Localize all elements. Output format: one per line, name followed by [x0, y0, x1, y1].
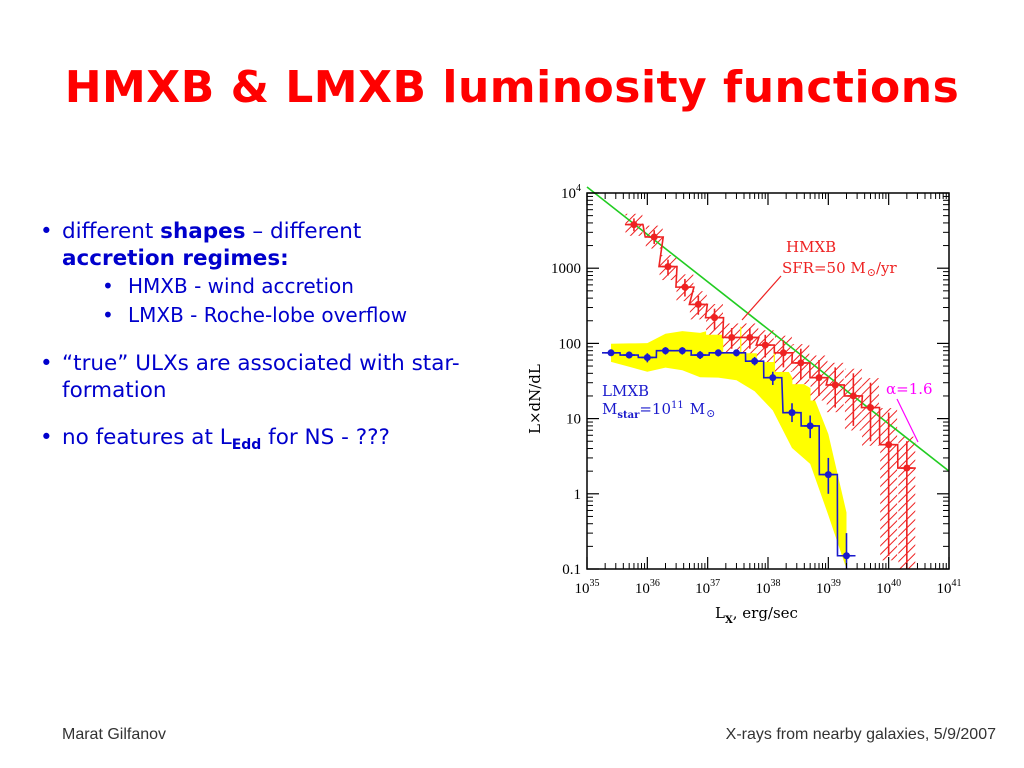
footer-event: X-rays from nearby galaxies, 5/9/2007	[725, 726, 996, 743]
sub-bullet-lmxb: • LMXB - Roche-lobe overflow	[102, 303, 408, 327]
y-tick-label: 100	[559, 336, 582, 352]
lmxb-data-point	[751, 357, 759, 365]
bullet-shapes: • different shapes – different accretion…	[40, 218, 510, 272]
hmxb-data-point	[664, 263, 672, 271]
lmxb-data-point	[788, 409, 796, 417]
mstar-label: Mstar=1011 M⊙	[602, 400, 715, 421]
y-tick-label: 10	[566, 412, 581, 428]
lmxb-data-point	[607, 349, 615, 357]
power-law-fit-line	[586, 186, 950, 472]
lmxb-data-point	[625, 351, 633, 359]
lmxb-label: LMXB	[602, 382, 649, 400]
x-axis-label: LX, erg/sec	[715, 604, 798, 626]
slide-title: HMXB & LMXB luminosity functions	[64, 62, 960, 113]
hmxb-data-point	[849, 392, 857, 400]
bullet-list: • different shapes – different accretion…	[40, 218, 510, 459]
lmxb-data-point	[732, 349, 740, 357]
hmxb-data-point	[681, 283, 689, 291]
lmxb-data-point	[696, 351, 704, 359]
hmxb-label: HMXB	[786, 238, 836, 256]
hmxb-data-point	[694, 300, 702, 308]
lmxb-data-point	[806, 422, 814, 430]
hmxb-data-point	[815, 374, 823, 382]
lmxb-data-point	[643, 353, 651, 361]
footer-author: Marat Gilfanov	[62, 726, 167, 743]
hmxb-data-point	[761, 341, 769, 349]
y-tick-label: 0.1	[562, 562, 581, 578]
y-tick-label: 1000	[551, 261, 581, 277]
y-tick-label: 104	[561, 183, 581, 202]
bullet-dot: •	[40, 219, 53, 244]
alpha-label: α=1.6	[886, 380, 933, 398]
hmxb-data-point	[779, 349, 787, 357]
x-tick-label: 1036	[635, 578, 660, 597]
lmxb-data-point	[661, 347, 669, 355]
hmxb-data-point	[728, 333, 736, 341]
sub-bullet-hmxb: • HMXB - wind accretion	[102, 274, 354, 298]
lmxb-data-point	[714, 349, 722, 357]
lmxb-data-point	[769, 374, 777, 382]
bullet-ulx: • “true” ULXs are associated with star-f…	[40, 351, 460, 403]
x-tick-label: 1040	[876, 578, 901, 597]
hmxb-data-point	[630, 221, 638, 229]
lmxb-data-point	[824, 471, 832, 479]
x-tick-label: 1039	[816, 578, 841, 597]
hmxb-data-point	[746, 333, 754, 341]
lmxb-data-point	[842, 552, 850, 560]
lmxb-uncertainty-band	[611, 325, 847, 569]
hmxb-data-point	[797, 359, 805, 367]
bullet-ledd: • no features at LEdd for NS - ???	[40, 425, 390, 453]
bullet-shapes-text: different shapes – different accretion r…	[62, 219, 362, 271]
hmxb-data-point	[650, 233, 658, 241]
hmxb-data-point	[885, 441, 893, 449]
x-tick-label: 1035	[575, 578, 600, 597]
hmxb-data-point	[903, 464, 911, 472]
hmxb-data-point	[831, 381, 839, 389]
x-tick-label: 1038	[756, 578, 781, 597]
x-tick-label: 1037	[695, 578, 720, 597]
hmxb-data-point	[711, 314, 719, 322]
sfr-label: SFR=50 M⊙/yr	[782, 259, 898, 279]
x-tick-label: 1041	[937, 578, 962, 597]
y-axis-label: L×dN/dL	[526, 364, 544, 434]
lmxb-data-point	[678, 347, 686, 355]
y-tick-label: 1	[574, 487, 582, 503]
hmxb-data-point	[867, 404, 875, 412]
